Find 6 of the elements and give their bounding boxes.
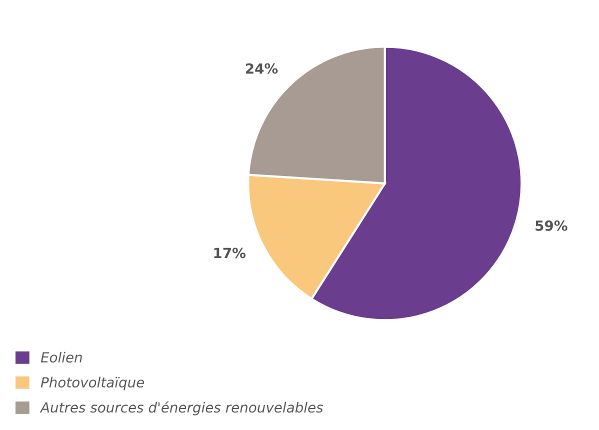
legend-label: Photovoltaïque bbox=[40, 376, 144, 390]
legend-label: Autres sources d'énergies renouvelables bbox=[40, 401, 323, 416]
data-label: 17% bbox=[214, 248, 246, 258]
legend-label: Eolien bbox=[40, 352, 82, 363]
data-label: 59% bbox=[536, 220, 568, 231]
data-label: 24% bbox=[246, 63, 278, 74]
